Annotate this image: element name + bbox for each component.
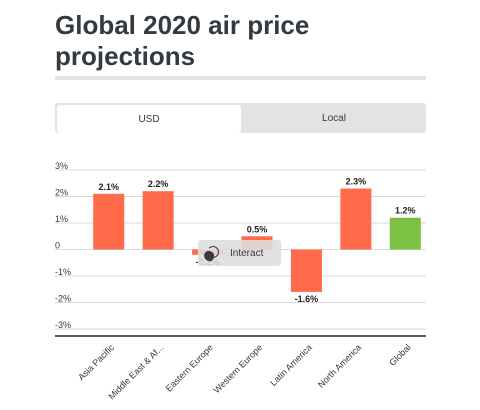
y-tick-label: 0: [55, 241, 60, 251]
page-title: Global 2020 air price projections: [55, 10, 310, 71]
y-tick-label: -1%: [55, 267, 71, 277]
bar: [389, 217, 421, 250]
x-tick-label: Middle East & Af...: [106, 342, 165, 401]
x-tick-label: Global: [387, 342, 412, 367]
interact-button[interactable]: Interact: [198, 240, 281, 266]
interact-label: Interact: [230, 247, 264, 259]
x-tick-label: Asia Pacific: [76, 342, 116, 382]
data-label: 2.3%: [346, 177, 367, 187]
currency-toggle: USD Local: [55, 103, 426, 133]
y-tick-label: -3%: [55, 320, 71, 330]
bar: [340, 188, 372, 250]
tab-usd[interactable]: USD: [57, 105, 241, 133]
data-label: 2.1%: [98, 182, 119, 192]
x-tick-label: Western Europe: [211, 342, 264, 395]
hand-pointer-icon: [202, 245, 226, 263]
x-tick-label: Eastern Europe: [164, 342, 215, 393]
y-tick-label: -2%: [55, 294, 71, 304]
y-tick-label: 2%: [55, 188, 68, 198]
x-tick-label: Latin America: [268, 342, 314, 388]
data-label: 0.5%: [247, 224, 268, 234]
x-tick-label: North America: [316, 342, 363, 389]
data-label: -1.6%: [295, 294, 319, 304]
y-tick-label: 1%: [55, 214, 68, 224]
y-tick-label: 3%: [55, 161, 68, 171]
data-label: 1.2%: [395, 206, 416, 216]
bar: [93, 193, 125, 250]
bar: [290, 249, 322, 292]
bar: [142, 191, 174, 250]
data-label: 2.2%: [148, 179, 169, 189]
tab-local[interactable]: Local: [322, 112, 346, 124]
title-divider: [55, 76, 426, 80]
